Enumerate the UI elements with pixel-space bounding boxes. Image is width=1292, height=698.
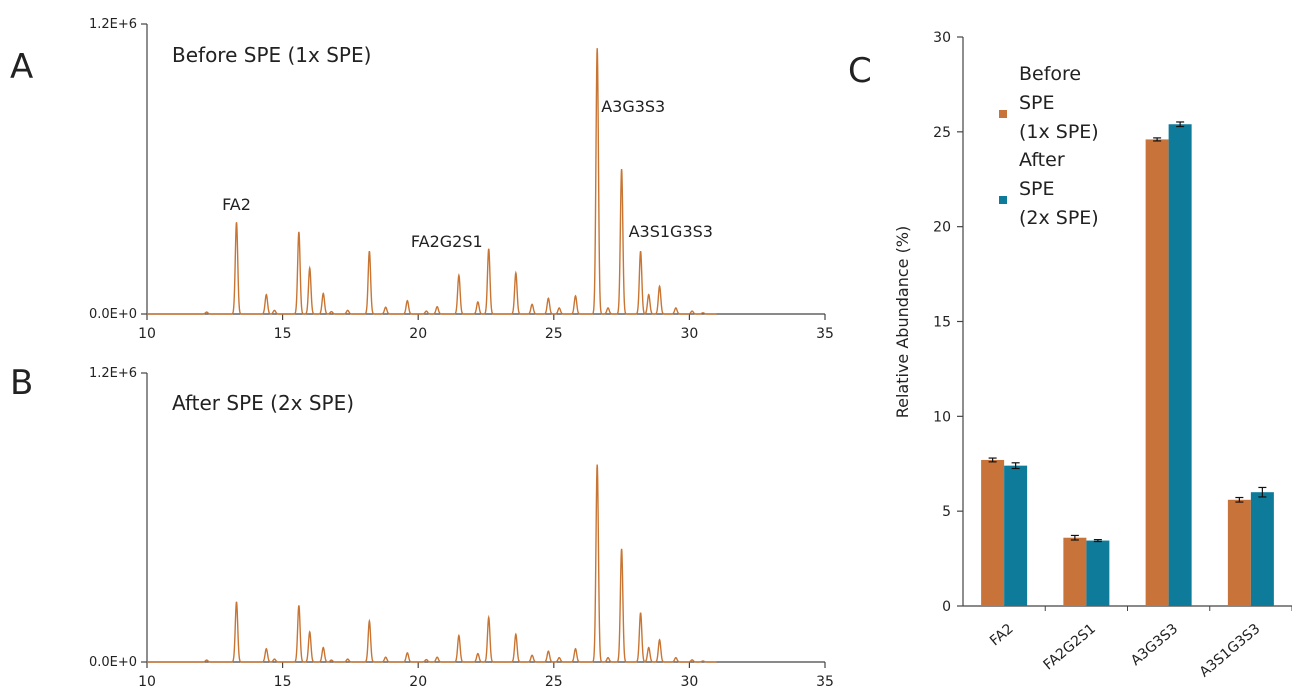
bar-a3g3s3-before [1145,139,1169,607]
chromatogram-a-x-tick-label: 15 [274,326,292,342]
chromatogram-a-x-tick-label: 10 [138,326,156,342]
chromatogram-after-spe: After SPE (2x SPE) 1.2E+6 0.0E+010 15 20 25 3… [89,366,834,690]
chromatogram-b-x-tick-label: 30 [680,674,698,690]
bar-y-tick-label: 25 [933,125,951,141]
panel-label-a: A [10,47,33,87]
chromatogram-b-x-tick-label: 10 [138,674,156,690]
category-label: A3S1G3S3 [1197,621,1264,681]
bar-fa2g2s1-before [1063,537,1087,606]
relative-abundance-bar-chart: Relative Abundance (%) 0 5 10 15 20 25 30 FA2 FA… [893,30,1292,681]
legend-label-before: SPE [1019,92,1055,114]
chromatogram-a-x-tick-label: 25 [545,326,563,342]
legend-label-after: After [1019,149,1065,171]
bar-a3s1g3s3-after [1250,492,1274,606]
legend-label-after: SPE [1019,178,1055,200]
chromatogram-before-spe: Before SPE (1x SPE) 1.2E+6 0.0E+010 15 20 25… [89,17,834,342]
chart-title-before-spe: Before SPE (1x SPE) [172,43,371,67]
bar-fa2-before [981,459,1005,606]
chromatogram-b-y-tick-label: 1.2E+6 [89,366,137,381]
chromatogram-b-x-tick-label: 20 [409,674,427,690]
bar-fa2-after [1004,465,1028,606]
chromatogram-a-trace [147,48,717,315]
chromatogram-b-y-tick-label: 0.0E+0 [89,655,137,670]
chromatogram-b-x-tick-label: 15 [274,674,292,690]
legend-swatch-after [999,196,1007,204]
chromatogram-a-y-tick-label: 1.2E+6 [89,17,137,32]
bar-a3s1g3s3-before [1227,499,1251,606]
bar-fa2g2s1-after [1086,540,1110,606]
panel-label-b: B [10,363,33,403]
chromatogram-b-x-tick-label: 25 [545,674,563,690]
category-label: A3G3S3 [1128,621,1181,669]
bar-y-tick-label: 10 [933,409,951,425]
bar-y-tick-label: 5 [942,504,951,520]
legend-label-before: (1x SPE) [1019,121,1099,143]
y-axis-label: Relative Abundance (%) [893,226,912,419]
legend-label-after: (2x SPE) [1019,207,1099,229]
chromatogram-a-y-tick-label: 0.0E+0 [89,307,137,322]
bar-a3g3s3-after [1168,124,1192,606]
category-label: FA2 [987,621,1017,649]
chromatogram-a-peak-label: A3S1G3S3 [629,222,713,241]
chromatogram-a-x-tick-label: 20 [409,326,427,342]
legend-label-before: Before [1019,63,1081,85]
category-label: FA2G2S1 [1041,621,1099,674]
chromatogram-a-x-tick-label: 30 [680,326,698,342]
chromatogram-b-x-tick-label: 35 [816,674,834,690]
chart-title-after-spe: After SPE (2x SPE) [172,391,354,415]
bar-y-tick-label: 20 [933,220,951,236]
chromatogram-a-peak-label: A3G3S3 [601,97,665,116]
bar-y-tick-label: 15 [933,315,951,331]
chromatogram-b-trace [147,464,717,663]
panel-label-c: C [848,51,872,91]
chromatogram-a-x-tick-label: 35 [816,326,834,342]
bar-y-tick-label: 30 [933,30,951,46]
bar-y-tick-label: 0 [942,599,951,615]
chromatogram-a-peak-label: FA2 [222,195,251,214]
legend-swatch-before [999,110,1007,118]
chromatogram-a-peak-label: FA2G2S1 [411,232,483,251]
